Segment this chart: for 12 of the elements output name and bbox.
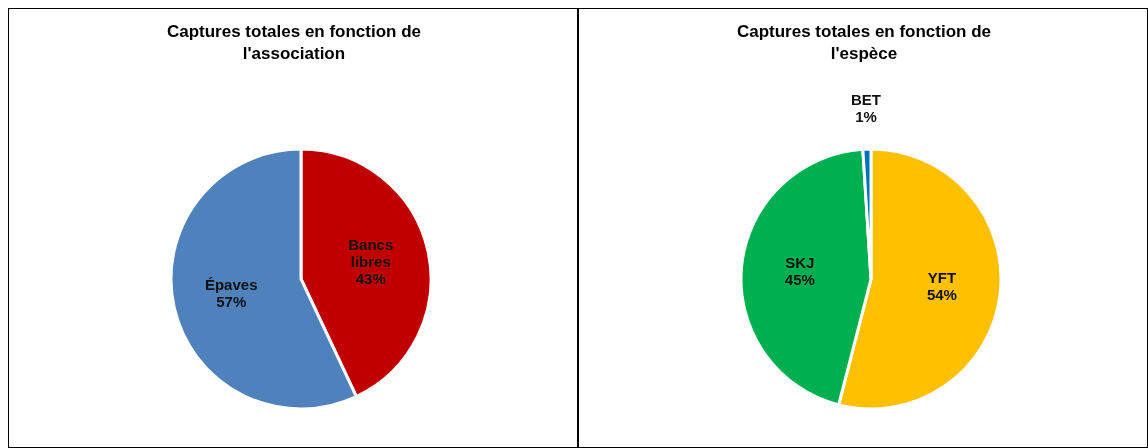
chart-title: Captures totales en fonction de l'espèce — [735, 21, 993, 65]
data-label: 45% — [784, 270, 815, 288]
data-label: 1% — [855, 107, 877, 125]
slice-label: Épaves — [204, 276, 258, 294]
slice-label: SKJ — [785, 253, 815, 271]
data-label: 57% — [216, 293, 247, 311]
chart-title: Captures totales en fonction de l'association — [165, 21, 423, 65]
slice-label: BET — [850, 90, 881, 108]
data-label: 54% — [926, 286, 957, 304]
data-label: 43% — [355, 270, 386, 288]
slice-label: Bancs libres — [348, 236, 394, 271]
slice-label: YFT — [927, 269, 957, 287]
